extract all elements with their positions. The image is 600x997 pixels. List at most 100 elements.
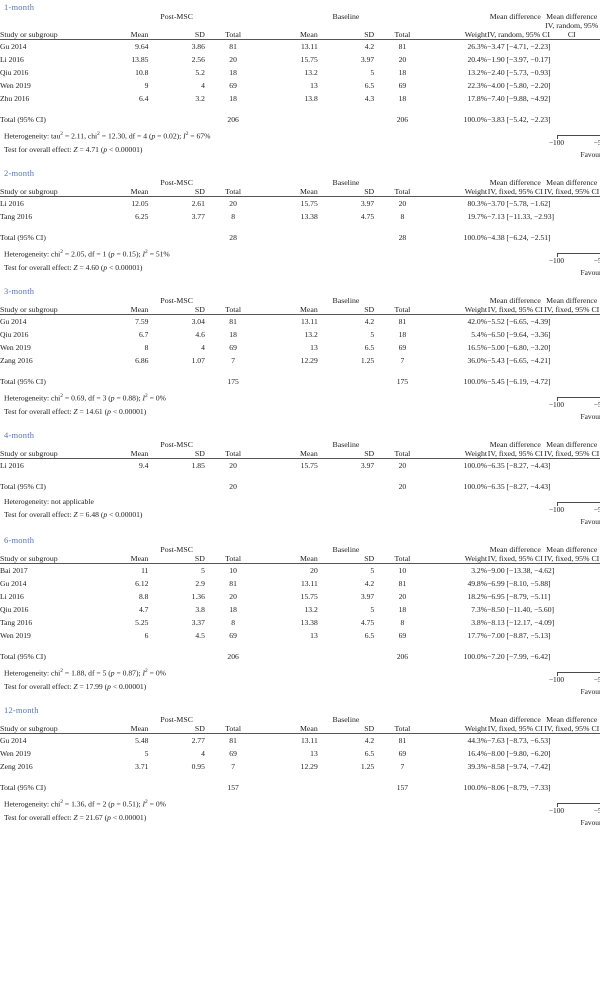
study-plot-cell (544, 315, 600, 329)
group-header-baseline: Baseline (261, 715, 430, 724)
mean-difference-ci: −5.43 [−6.65, −4.21] (487, 354, 543, 367)
axis-tick-label: −50 (585, 138, 600, 147)
row-spacer (0, 773, 600, 780)
total-n-baseline: 28 (374, 230, 430, 246)
total-weight: 100.0% (431, 112, 487, 128)
overall-effect-text: Test for overall effect: Z = 14.61 (p < … (0, 405, 544, 418)
baseline-sd: 6.5 (318, 747, 374, 760)
axis-tick-label: −100 (542, 505, 572, 514)
sd1-column-header: SD (148, 21, 204, 40)
mean2-column-header: Mean (261, 449, 317, 459)
sd2-column-header: SD (318, 21, 374, 40)
post-msc-total: 8 (205, 210, 261, 223)
axis-cell: −100−50050100Favours post-MSCFavours bas… (544, 796, 600, 830)
total1-column-header: Total (205, 187, 261, 197)
baseline-total: 8 (374, 616, 430, 629)
md-model-header: IV, random, 95% CI (487, 21, 543, 40)
weight-column-header: Weight (431, 21, 487, 40)
mean1-column-header: Mean (92, 724, 148, 734)
favours-left-label: Favours post-MSC (581, 517, 600, 526)
post-msc-total: 69 (205, 341, 261, 354)
post-msc-mean: 6.7 (92, 328, 148, 341)
mean-difference-ci: −1.90 [−3.97, −0.17] (487, 53, 543, 66)
favours-labels: Favours post-MSCFavours baseline (544, 412, 600, 424)
favours-labels: Favours post-MSCFavours baseline (544, 150, 600, 162)
axis-tick-label: −100 (542, 256, 572, 265)
axis-line (557, 135, 600, 136)
post-msc-sd: 5.2 (148, 66, 204, 79)
mean-difference-ci: −6.35 [−8.27, −4.43] (487, 459, 543, 473)
study-column-header: Study or subgroup (0, 449, 92, 459)
row-spacer (0, 105, 600, 112)
total1-column-header: Total (205, 21, 261, 40)
study-plot-cell (544, 66, 600, 79)
baseline-mean: 13 (261, 341, 317, 354)
post-msc-total: 20 (205, 197, 261, 211)
study-plot-cell (544, 577, 600, 590)
sd1-column-header: SD (148, 305, 204, 315)
post-msc-total: 69 (205, 629, 261, 642)
plot-model-header: IV, fixed, 95% CI (544, 554, 600, 564)
mean2-column-header: Mean (261, 554, 317, 564)
mean-difference-ci: −3.70 [−5.78, −1.62] (487, 197, 543, 211)
post-msc-total: 81 (205, 315, 261, 329)
mean-difference-ci: −7.40 [−9.88, −4.92] (487, 92, 543, 105)
total-weight: 100.0% (431, 479, 487, 495)
baseline-mean: 15.75 (261, 590, 317, 603)
post-msc-mean: 6.25 (92, 210, 148, 223)
post-msc-mean: 5 (92, 747, 148, 760)
md-model-header: IV, fixed, 95% CI (487, 724, 543, 734)
total-mean-difference-ci: −7.20 [−7.99, −6.42] (487, 649, 543, 665)
plot-model-header: IV, fixed, 95% CI (544, 449, 600, 459)
axis-tick-label: −50 (585, 675, 600, 684)
study-label: Zeng 2016 (0, 760, 92, 773)
plot-column-header: Mean difference (544, 545, 600, 554)
heterogeneity-text: Heterogeneity: chi2 = 1.88, df = 5 (p = … (0, 665, 544, 680)
total-label: Total (95% CI) (0, 374, 92, 390)
sd1-column-header: SD (148, 187, 204, 197)
total-plot-cell (544, 230, 600, 246)
baseline-total: 18 (374, 603, 430, 616)
baseline-total: 81 (374, 315, 430, 329)
mean1-column-header: Mean (92, 554, 148, 564)
total-mean-difference-ci: −8.06 [−8.79, −7.33] (487, 780, 543, 796)
baseline-mean: 13.2 (261, 603, 317, 616)
total-label: Total (95% CI) (0, 780, 92, 796)
post-msc-total: 18 (205, 603, 261, 616)
study-weight: 26.3% (431, 40, 487, 54)
study-label: Zang 2016 (0, 354, 92, 367)
favours-left-label: Favours post-MSC (581, 818, 600, 827)
axis-tick-label: −100 (542, 806, 572, 815)
axis-tick-label: −50 (585, 256, 600, 265)
plot-column-header: Mean difference (544, 440, 600, 449)
post-msc-total: 18 (205, 66, 261, 79)
